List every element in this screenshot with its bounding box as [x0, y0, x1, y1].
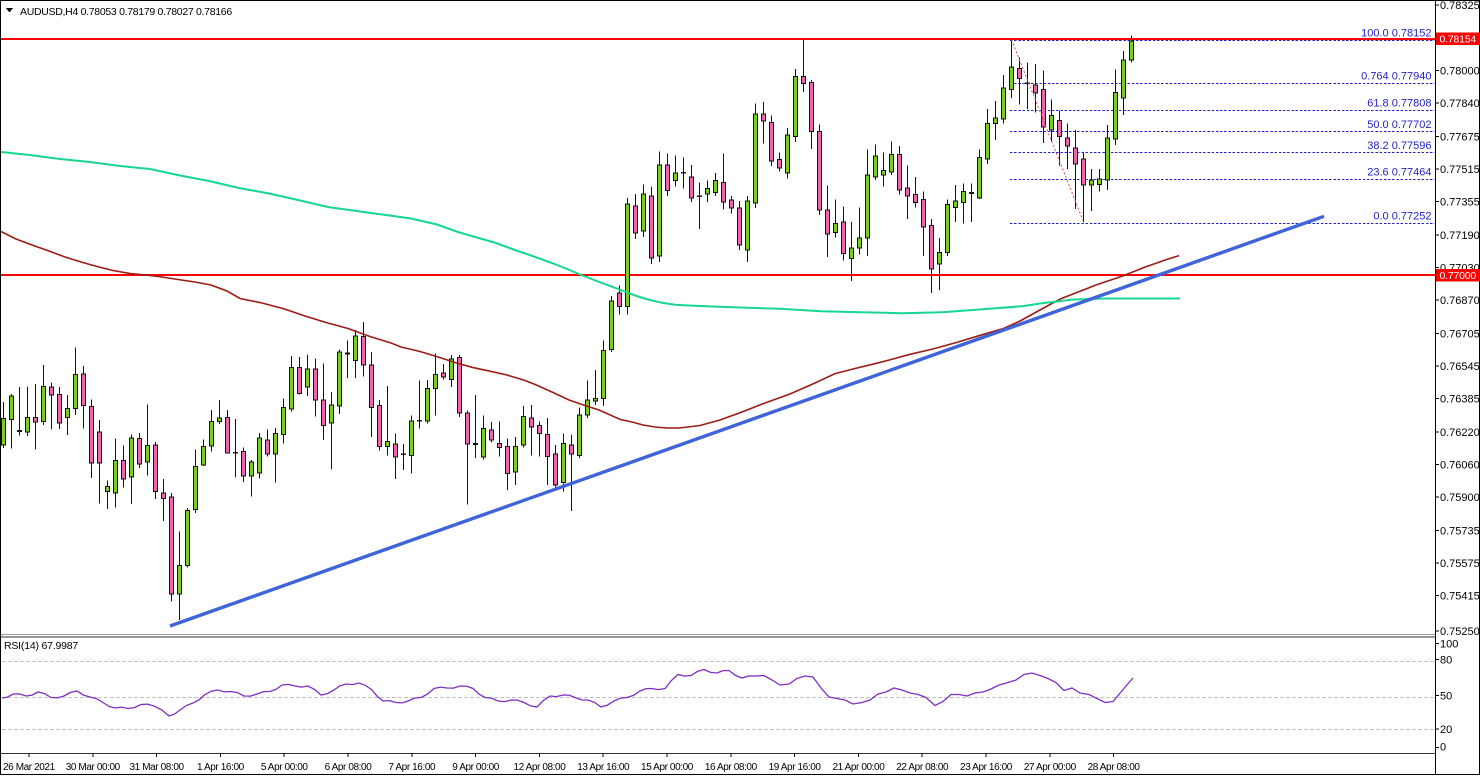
svg-text:0.77840: 0.77840	[1440, 98, 1480, 110]
svg-text:12 Apr 08:00: 12 Apr 08:00	[513, 762, 566, 773]
svg-text:0.76545: 0.76545	[1440, 361, 1480, 373]
svg-text:0.764 0.77940: 0.764 0.77940	[1361, 71, 1431, 83]
svg-text:1 Apr 16:00: 1 Apr 16:00	[197, 762, 245, 773]
svg-text:0.77515: 0.77515	[1440, 164, 1480, 176]
svg-text:0.78000: 0.78000	[1440, 65, 1480, 77]
svg-text:30 Mar 00:00: 30 Mar 00:00	[66, 762, 121, 773]
svg-text:23.6 0.77464: 23.6 0.77464	[1367, 167, 1431, 179]
svg-text:7 Apr 16:00: 7 Apr 16:00	[388, 762, 436, 773]
svg-text:0: 0	[1440, 742, 1446, 754]
svg-text:19 Apr 16:00: 19 Apr 16:00	[769, 762, 822, 773]
svg-text:0.76385: 0.76385	[1440, 393, 1480, 405]
svg-text:100: 100	[1440, 639, 1458, 651]
svg-text:50.0 0.77702: 50.0 0.77702	[1367, 119, 1431, 131]
svg-text:38.2 0.77596: 38.2 0.77596	[1367, 140, 1431, 152]
svg-text:0.75900: 0.75900	[1440, 492, 1480, 504]
svg-text:0.0 0.77252: 0.0 0.77252	[1373, 211, 1431, 223]
svg-text:9 Apr 00:00: 9 Apr 00:00	[452, 762, 500, 773]
svg-text:0.78154: 0.78154	[1440, 34, 1477, 46]
svg-text:0.78325: 0.78325	[1440, 0, 1480, 12]
svg-text:100.0 0.78152: 100.0 0.78152	[1361, 28, 1431, 40]
svg-text:28 Apr 08:00: 28 Apr 08:00	[1088, 762, 1141, 773]
svg-text:0.76870: 0.76870	[1440, 295, 1480, 307]
svg-text:21 Apr 00:00: 21 Apr 00:00	[832, 762, 885, 773]
svg-text:0.76220: 0.76220	[1440, 427, 1480, 439]
svg-text:RSI(14) 67.9987: RSI(14) 67.9987	[4, 640, 78, 652]
svg-text:0.77000: 0.77000	[1440, 270, 1477, 282]
svg-text:22 Apr 08:00: 22 Apr 08:00	[896, 762, 949, 773]
svg-text:0.77190: 0.77190	[1440, 230, 1480, 242]
svg-text:20: 20	[1440, 724, 1452, 736]
svg-text:16 Apr 08:00: 16 Apr 08:00	[705, 762, 758, 773]
svg-text:AUDUSD,H4 0.78053 0.78179 0.7: AUDUSD,H4 0.78053 0.78179 0.78027 0.7816…	[20, 6, 232, 18]
svg-text:23 Apr 16:00: 23 Apr 16:00	[960, 762, 1013, 773]
svg-text:5 Apr 00:00: 5 Apr 00:00	[261, 762, 309, 773]
svg-text:50: 50	[1440, 691, 1452, 703]
svg-text:15 Apr 00:00: 15 Apr 00:00	[641, 762, 694, 773]
svg-text:0.76705: 0.76705	[1440, 328, 1480, 340]
svg-text:27 Apr 00:00: 27 Apr 00:00	[1024, 762, 1077, 773]
svg-text:0.75735: 0.75735	[1440, 525, 1480, 537]
svg-text:31 Mar 08:00: 31 Mar 08:00	[130, 762, 185, 773]
svg-text:6 Apr 08:00: 6 Apr 08:00	[325, 762, 373, 773]
svg-text:0.77675: 0.77675	[1440, 131, 1480, 143]
svg-text:0.76060: 0.76060	[1440, 459, 1480, 471]
svg-text:0.75575: 0.75575	[1440, 558, 1480, 570]
svg-text:13 Apr 16:00: 13 Apr 16:00	[577, 762, 630, 773]
svg-text:26 Mar 2021: 26 Mar 2021	[3, 762, 56, 773]
svg-text:0.75250: 0.75250	[1440, 626, 1480, 638]
svg-text:61.8 0.77808: 61.8 0.77808	[1367, 98, 1431, 110]
svg-text:0.77355: 0.77355	[1440, 196, 1480, 208]
svg-text:80: 80	[1440, 655, 1452, 667]
svg-text:0.75415: 0.75415	[1440, 590, 1480, 602]
